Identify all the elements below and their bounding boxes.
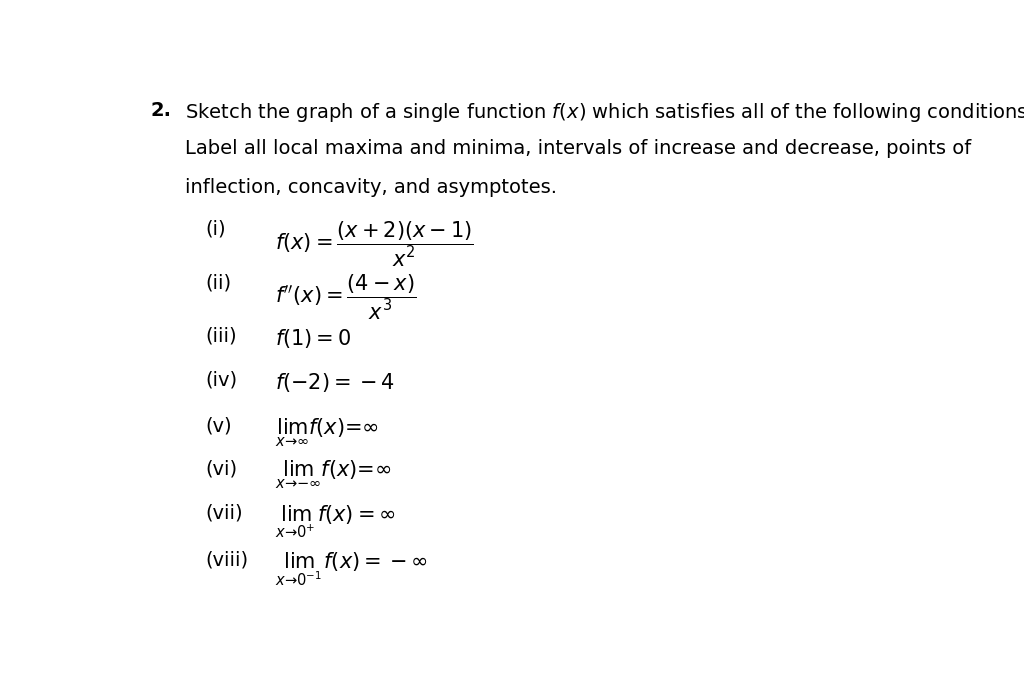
Text: $\lim_{x \to \infty} f(x) = \infty$: $\lim_{x \to \infty} f(x) = \infty$ (274, 416, 379, 448)
Text: $f(1) = 0$: $f(1) = 0$ (274, 327, 351, 350)
Text: $f(-2) = -4$: $f(-2) = -4$ (274, 370, 394, 394)
Text: Sketch the graph of a single function $f(x)$ which satisfies all of the followin: Sketch the graph of a single function $f… (185, 101, 1024, 124)
Text: $f(x) = \dfrac{(x + 2)(x - 1)}{x^2}$: $f(x) = \dfrac{(x + 2)(x - 1)}{x^2}$ (274, 220, 473, 269)
Text: (vi): (vi) (205, 459, 238, 478)
Text: $\lim_{x \to -\infty} f(x) = \infty$: $\lim_{x \to -\infty} f(x) = \infty$ (274, 459, 391, 491)
Text: (i): (i) (205, 220, 225, 239)
Text: Label all local maxima and minima, intervals of increase and decrease, points of: Label all local maxima and minima, inter… (185, 139, 972, 158)
Text: $f''(x) = \dfrac{(4 - x)}{x^3}$: $f''(x) = \dfrac{(4 - x)}{x^3}$ (274, 273, 416, 322)
Text: (vii): (vii) (205, 503, 243, 523)
Text: (iii): (iii) (205, 327, 237, 346)
Text: 2.: 2. (151, 101, 171, 120)
Text: inflection, concavity, and asymptotes.: inflection, concavity, and asymptotes. (185, 178, 557, 197)
Text: $\lim_{x \to 0^+} f(x) = \infty$: $\lim_{x \to 0^+} f(x) = \infty$ (274, 503, 395, 539)
Text: (iv): (iv) (205, 370, 238, 390)
Text: (ii): (ii) (205, 273, 231, 293)
Text: (v): (v) (205, 416, 231, 435)
Text: (viii): (viii) (205, 550, 248, 569)
Text: $\lim_{x \to 0^{-1}} f(x) = -\infty$: $\lim_{x \to 0^{-1}} f(x) = -\infty$ (274, 550, 428, 588)
